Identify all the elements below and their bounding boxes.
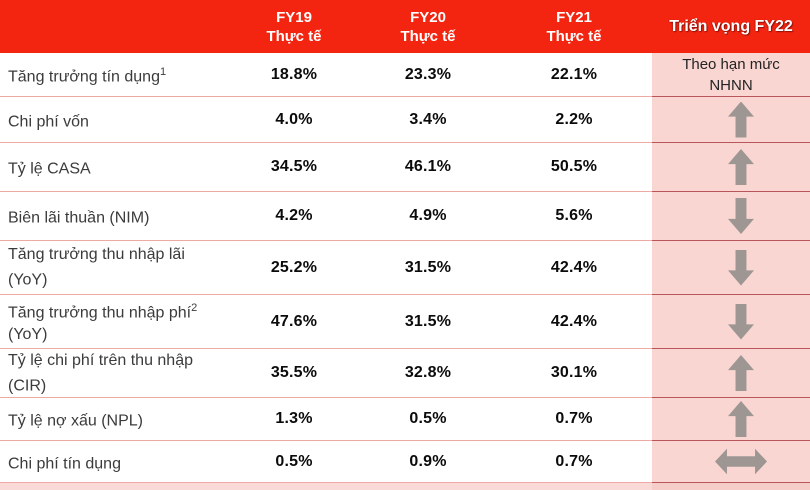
value-fy20: 0.5% xyxy=(409,410,447,427)
value-fy21: 0.7% xyxy=(555,410,593,427)
row-label: Tỷ lệ chi phí trên thu nhập (CIR) xyxy=(0,349,228,398)
value-fy21: 42.4% xyxy=(550,312,598,330)
outlook-cell xyxy=(652,349,810,398)
outlook-arrow-icon xyxy=(728,198,754,234)
header-metric-column-spacer xyxy=(0,0,228,53)
header-fy20-sub: Thực tế xyxy=(400,27,456,45)
value-fy19: 18.8% xyxy=(270,65,318,83)
value-fy20: 32.8% xyxy=(404,364,452,381)
row-label: Chi phí vốn xyxy=(0,97,228,143)
table-row-fee-income-growth: Tăng trưởng thu nhập phí2 (YoY) 47.6% 31… xyxy=(0,295,810,349)
row-label: Tăng trưởng tín dụng1 xyxy=(0,53,228,97)
value-fy21: 42.4% xyxy=(550,258,598,276)
row-label: Biên lãi thuần (NIM) xyxy=(0,192,228,241)
value-fy19: 47.6% xyxy=(270,312,318,330)
outlook-arrow-icon xyxy=(728,101,754,138)
value-fy21: 22.1% xyxy=(550,65,598,83)
outlook-arrow-icon xyxy=(728,401,754,437)
outlook-arrow-icon xyxy=(728,355,754,391)
table-row-interest-income-growth: Tăng trưởng thu nhập lãi (YoY) 25.2% 31.… xyxy=(0,241,810,295)
outlook-cell xyxy=(652,441,810,483)
value-fy21: 5.6% xyxy=(555,207,593,224)
header-outlook-fy22: Triển vọng FY22 xyxy=(669,17,793,35)
value-fy21: 0.7% xyxy=(555,452,593,470)
table-row-credit-growth: Tăng trưởng tín dụng1 18.8% 23.3% 22.1% … xyxy=(0,53,810,97)
outlook-arrow-icon xyxy=(728,303,754,340)
value-fy20: 0.9% xyxy=(409,452,447,470)
value-fy19: 4.2% xyxy=(275,207,313,224)
row-label: Tỷ lệ nợ xấu (NPL) xyxy=(0,398,228,441)
row-label: Tỷ lệ CASA xyxy=(0,143,228,192)
value-fy20: 4.9% xyxy=(409,207,447,224)
bottom-divider-strip xyxy=(0,483,810,490)
row-label: Chi phí tín dụng xyxy=(0,441,228,483)
header-fy21-year: FY21 xyxy=(556,8,592,26)
table-row-npl: Tỷ lệ nợ xấu (NPL) 1.3% 0.5% 0.7% xyxy=(0,398,810,441)
header-fy20-year: FY20 xyxy=(410,8,446,26)
value-fy19: 0.5% xyxy=(275,452,313,470)
outlook-arrow-icon xyxy=(728,149,754,185)
value-fy19: 35.5% xyxy=(270,364,318,381)
outlook-arrow-icon xyxy=(728,249,754,286)
value-fy21: 50.5% xyxy=(550,158,598,175)
outlook-cell xyxy=(652,192,810,241)
table-row-cost-of-funds: Chi phí vốn 4.0% 3.4% 2.2% xyxy=(0,97,810,143)
outlook-cell xyxy=(652,143,810,192)
header-fy20: FY20 Thực tế xyxy=(360,0,496,53)
table-row-casa-ratio: Tỷ lệ CASA 34.5% 46.1% 50.5% xyxy=(0,143,810,192)
header-fy19: FY19 Thực tế xyxy=(228,0,360,53)
table-row-nim: Biên lãi thuần (NIM) 4.2% 4.9% 5.6% xyxy=(0,192,810,241)
bottom-divider-strip-right xyxy=(652,483,810,490)
header-fy19-sub: Thực tế xyxy=(266,27,322,45)
outlook-cell xyxy=(652,398,810,441)
table-header-row: FY19 Thực tế FY20 Thực tế FY21 Thực tế T… xyxy=(0,0,810,53)
table-row-credit-cost: Chi phí tín dụng 0.5% 0.9% 0.7% xyxy=(0,441,810,483)
value-fy20: 23.3% xyxy=(404,65,452,83)
outlook-cell xyxy=(652,295,810,349)
outlook-cell xyxy=(652,241,810,295)
value-fy20: 31.5% xyxy=(404,312,452,330)
header-fy19-year: FY19 xyxy=(276,8,312,26)
header-fy21: FY21 Thực tế xyxy=(496,0,652,53)
value-fy19: 4.0% xyxy=(275,110,313,128)
outlook-cell: Theo hạn mức NHNN xyxy=(652,53,810,97)
value-fy20: 46.1% xyxy=(404,158,452,175)
outlook-cell xyxy=(652,97,810,143)
value-fy20: 31.5% xyxy=(404,258,452,276)
value-fy19: 1.3% xyxy=(275,410,313,427)
outlook-arrow-icon xyxy=(715,448,767,475)
table-row-cir: Tỷ lệ chi phí trên thu nhập (CIR) 35.5% … xyxy=(0,349,810,398)
value-fy20: 3.4% xyxy=(409,110,447,128)
value-fy19: 25.2% xyxy=(270,258,318,276)
row-label: Tăng trưởng thu nhập phí2 (YoY) xyxy=(0,295,228,349)
value-fy19: 34.5% xyxy=(270,158,318,175)
header-fy21-sub: Thực tế xyxy=(546,27,602,45)
outlook-note: Theo hạn mức NHNN xyxy=(682,55,780,94)
value-fy21: 2.2% xyxy=(555,110,593,128)
row-label: Tăng trưởng thu nhập lãi (YoY) xyxy=(0,241,228,295)
value-fy21: 30.1% xyxy=(550,364,598,381)
